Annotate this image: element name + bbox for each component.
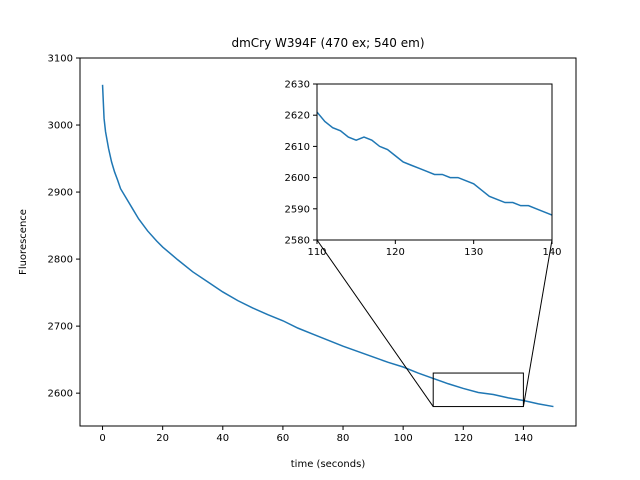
- main-x-tick-label: 100: [394, 433, 413, 444]
- inset-series-line: [316, 111, 553, 216]
- inset-x-tick-label: 140: [542, 247, 561, 258]
- inset-plot-background: [317, 84, 552, 240]
- inset-x-tick-label: 120: [386, 247, 405, 258]
- inset-y-tick-label: 2590: [285, 204, 310, 215]
- main-plot-frame: [79, 57, 577, 427]
- main-x-tick-label: 120: [454, 433, 473, 444]
- inset-plot-area: 110 120 130 140 2580 2590 2600 2610 2620 2630: [285, 80, 562, 259]
- main-y-tick-label: 2700: [48, 322, 73, 333]
- main-y-tick-label: 3100: [48, 54, 73, 65]
- main-x-tick-label: 40: [216, 433, 229, 444]
- inset-x-axis-ticks: 110 120 130 140: [307, 240, 562, 258]
- inset-plot-frame: [316, 83, 553, 241]
- inset-y-tick-label: 2610: [285, 142, 310, 153]
- inset-y-tick-label: 2630: [285, 80, 310, 91]
- main-y-tick-label: 2600: [48, 389, 73, 400]
- main-y-tick-label: 2800: [48, 255, 73, 266]
- main-x-tick-label: 0: [99, 433, 105, 444]
- main-x-tick-label: 140: [514, 433, 533, 444]
- main-x-tick-label: 60: [277, 433, 290, 444]
- zoom-indicator-box: [432, 372, 524, 408]
- main-y-axis-ticks: 2600 2700 2800 2900 3000 3100: [48, 54, 80, 400]
- inset-y-axis-ticks: 2580 2590 2600 2610 2620 2630: [285, 80, 317, 247]
- inset-x-tick-label: 130: [464, 247, 483, 258]
- y-axis-label: Fluorescence: [18, 209, 29, 275]
- inset-y-tick-label: 2600: [285, 173, 310, 184]
- inset-y-tick-label: 2620: [285, 111, 310, 122]
- main-x-axis-ticks: 0 20 40 60 80 100 120 140: [99, 426, 533, 444]
- chart-title: dmCry W394F (470 ex; 540 em): [231, 36, 424, 50]
- main-y-tick-label: 3000: [48, 121, 73, 132]
- inset-y-tick-label: 2580: [285, 236, 310, 247]
- x-axis-label: time (seconds): [291, 459, 366, 470]
- inset-x-tick-label: 110: [307, 247, 326, 258]
- main-x-tick-label: 80: [337, 433, 350, 444]
- zoom-connector-right: [522, 239, 553, 407]
- main-series-line: [101, 84, 554, 408]
- main-y-tick-label: 2900: [48, 188, 73, 199]
- main-x-tick-label: 20: [156, 433, 169, 444]
- zoom-connector-left: [316, 239, 434, 407]
